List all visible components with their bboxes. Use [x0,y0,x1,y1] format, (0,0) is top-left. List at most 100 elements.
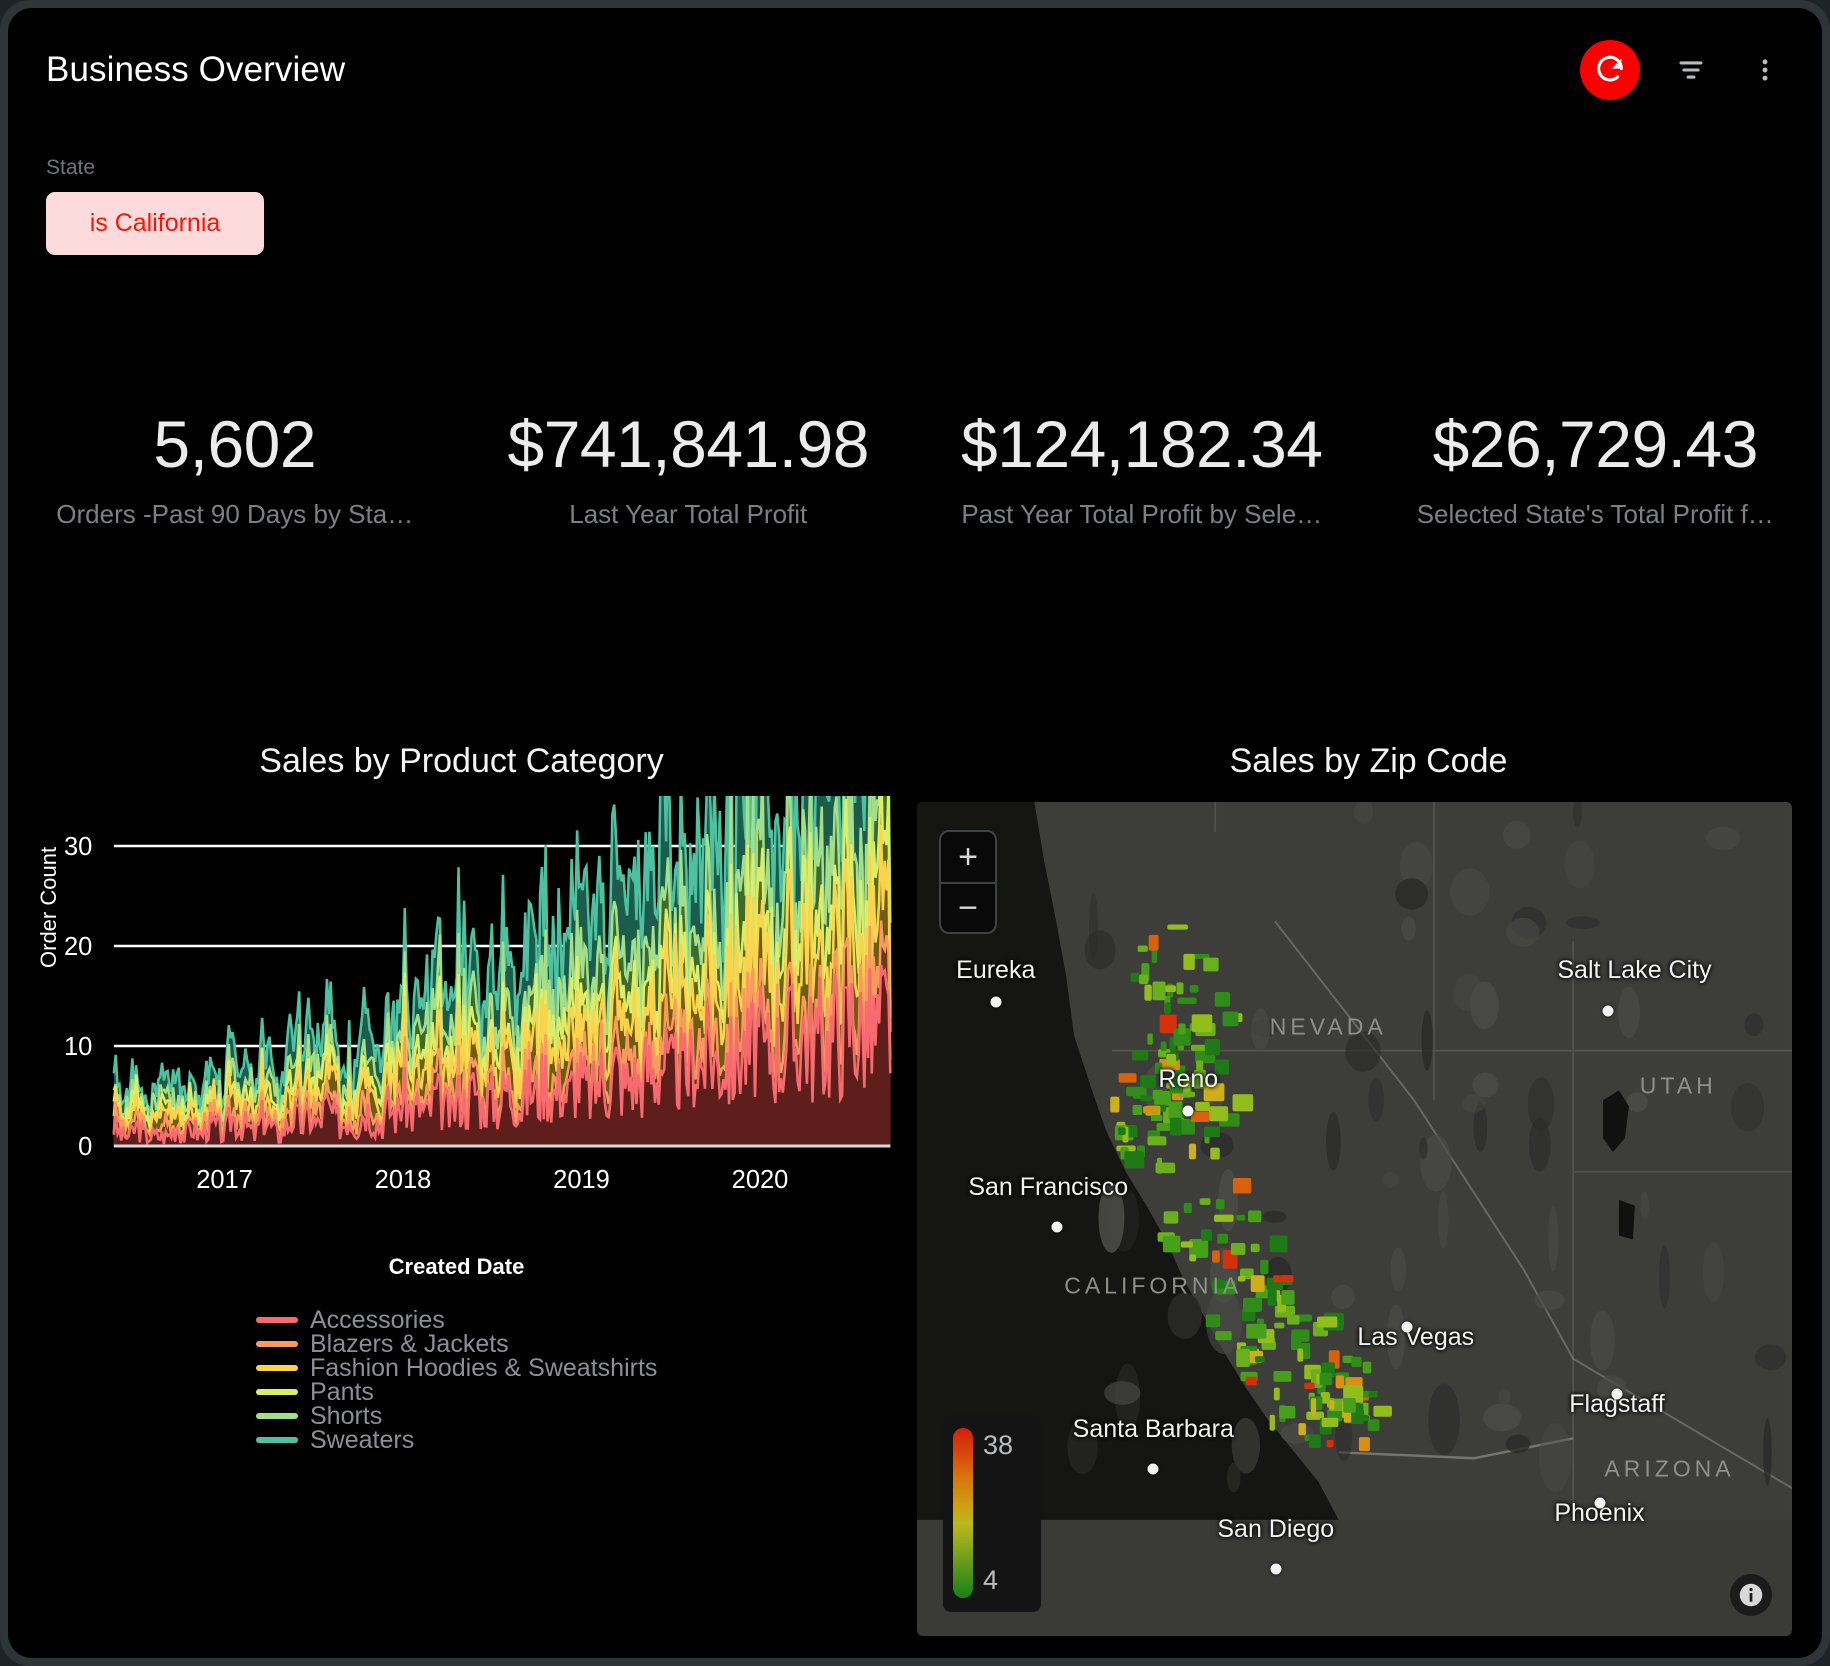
zip-code-polygon[interactable] [1180,1119,1195,1135]
zip-code-polygon[interactable] [1232,1094,1254,1112]
zip-code-polygon[interactable] [1320,1391,1330,1404]
zip-code-polygon[interactable] [1273,1370,1292,1382]
zip-code-polygon[interactable] [1126,1125,1138,1138]
zip-code-polygon[interactable] [1343,1398,1356,1413]
zip-code-polygon[interactable] [1217,1233,1228,1244]
zip-code-polygon[interactable] [1267,1289,1277,1306]
zip-code-polygon[interactable] [1191,1014,1213,1033]
zip-code-polygon[interactable] [1132,1050,1149,1061]
area-chart-svg[interactable]: 0 10 20 30 2017 2018 2019 2020 [8,796,905,1206]
kpi-tile[interactable]: $26,729.43 Selected State's Total Profit… [1369,408,1823,530]
filter-icon[interactable] [1668,47,1714,93]
zip-code-polygon[interactable] [1274,1322,1285,1329]
zip-code-polygon[interactable] [1304,1382,1315,1390]
zip-code-polygon[interactable] [1250,1243,1260,1253]
kpi-tile[interactable]: $124,182.34 Past Year Total Profit by Se… [915,408,1369,530]
zip-code-polygon[interactable] [1183,953,1195,970]
zip-code-polygon[interactable] [1190,1044,1207,1051]
zip-code-polygon[interactable] [1298,1423,1306,1436]
zip-code-polygon[interactable] [1329,1399,1335,1410]
zip-code-polygon[interactable] [1124,1151,1145,1169]
zip-code-polygon[interactable] [1358,1437,1370,1452]
zip-code-polygon[interactable] [1155,1162,1176,1174]
more-vertical-icon[interactable] [1742,47,1788,93]
zip-code-polygon[interactable] [1326,1439,1334,1448]
legend-item[interactable]: Fashion Hoodies & Sweatshirts [256,1354,657,1382]
zip-code-polygon[interactable] [1154,1062,1163,1075]
zip-code-polygon[interactable] [1236,1214,1246,1221]
zip-code-polygon[interactable] [1256,1318,1265,1324]
zip-code-polygon[interactable] [1212,1250,1220,1263]
zip-code-polygon[interactable] [1309,1434,1321,1448]
zip-code-polygon[interactable] [1138,974,1149,985]
chart-area[interactable]: 0 10 20 30 2017 2018 2019 2020 Order Count Crea… [8,796,905,1658]
zip-code-polygon[interactable] [1260,1259,1269,1275]
zip-code-polygon[interactable] [1352,1378,1358,1387]
zip-code-polygon[interactable] [1373,1405,1392,1417]
zip-code-polygon[interactable] [1269,1235,1288,1253]
zip-code-polygon[interactable] [1261,1341,1276,1350]
zip-code-polygon[interactable] [1130,972,1140,982]
zoom-out-button[interactable]: − [941,882,995,932]
zip-code-polygon[interactable] [1321,1417,1339,1428]
zip-code-polygon[interactable] [1215,1199,1225,1210]
zip-code-polygon[interactable] [1166,1053,1176,1066]
series-line[interactable] [112,964,892,1146]
zip-code-polygon[interactable] [1150,1114,1163,1122]
zip-code-polygon[interactable] [1189,1254,1197,1262]
zip-code-polygon[interactable] [1144,984,1152,1001]
zip-code-polygon[interactable] [1222,1011,1239,1027]
zip-code-polygon[interactable] [1269,1414,1275,1431]
zip-code-polygon[interactable] [1203,957,1219,972]
zip-code-polygon[interactable] [1173,1028,1191,1046]
zip-code-polygon[interactable] [1204,1038,1220,1056]
zip-code-polygon[interactable] [1195,1101,1210,1112]
zip-code-polygon[interactable] [1199,1198,1211,1205]
zip-code-polygon[interactable] [1319,1372,1333,1386]
zip-code-polygon[interactable] [1176,982,1184,995]
zip-code-polygon[interactable] [1243,1297,1262,1313]
zip-code-polygon[interactable] [1189,1238,1209,1258]
zip-code-polygon[interactable] [1247,1210,1262,1223]
zip-code-polygon[interactable] [1178,1023,1186,1035]
zip-code-polygon[interactable] [1237,1275,1246,1282]
zip-code-polygon[interactable] [1152,1089,1164,1100]
zip-code-polygon[interactable] [1117,1127,1126,1135]
zip-code-polygon[interactable] [1230,1242,1246,1255]
zip-code-polygon[interactable] [1316,1316,1338,1328]
kpi-tile[interactable]: 5,602 Orders -Past 90 Days by Sta… [8,408,462,530]
zip-code-polygon[interactable] [1169,1076,1184,1094]
zip-code-polygon[interactable] [1163,1211,1179,1224]
map-viewport[interactable]: + − Eureka Reno San Francisco Santa Barbara… [917,802,1792,1636]
zip-code-polygon[interactable] [1215,1331,1232,1341]
info-icon[interactable] [1730,1574,1772,1616]
zip-code-polygon[interactable] [1178,1091,1196,1098]
zip-code-polygon[interactable] [1143,1106,1159,1114]
zip-code-polygon[interactable] [1177,997,1197,1005]
zip-code-polygon[interactable] [1180,1241,1193,1248]
zip-code-polygon[interactable] [1306,1411,1324,1420]
zip-code-polygon[interactable] [1148,934,1159,951]
zip-code-polygon[interactable] [1189,985,1199,993]
zip-code-polygon[interactable] [1118,1073,1137,1083]
zip-code-polygon[interactable] [1273,1387,1280,1401]
zip-code-polygon[interactable] [1140,1075,1156,1089]
zip-code-polygon[interactable] [1159,1014,1177,1034]
zip-code-polygon[interactable] [1203,1083,1225,1102]
zip-code-polygon[interactable] [1281,1290,1295,1305]
zoom-in-button[interactable]: + [958,837,978,876]
zip-code-polygon[interactable] [1214,1059,1229,1075]
zip-code-polygon[interactable] [1351,1409,1365,1425]
zip-code-polygon[interactable] [1342,1355,1354,1363]
zip-code-polygon[interactable] [1147,1033,1153,1045]
zip-code-polygon[interactable] [1245,1376,1257,1386]
zip-code-polygon[interactable] [1205,1314,1221,1328]
zip-code-polygon[interactable] [1273,1275,1294,1283]
kpi-tile[interactable]: $741,841.98 Last Year Total Profit [462,408,916,530]
refresh-icon[interactable] [1580,40,1640,100]
zip-code-polygon[interactable] [1164,985,1177,993]
zip-code-polygon[interactable] [1287,1315,1300,1325]
zip-code-polygon[interactable] [1214,991,1231,1007]
zip-code-polygon[interactable] [1169,1117,1182,1136]
zip-code-polygon[interactable] [1140,1095,1153,1102]
